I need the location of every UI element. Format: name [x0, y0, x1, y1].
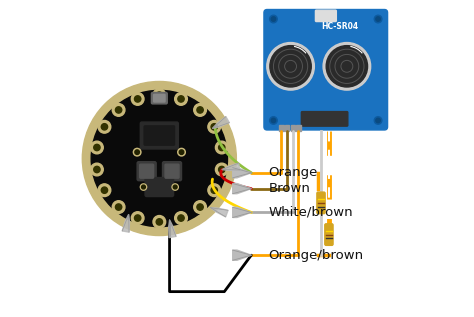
Circle shape: [133, 148, 141, 156]
Bar: [279, 125, 283, 131]
Circle shape: [112, 104, 125, 116]
Circle shape: [208, 184, 220, 197]
Circle shape: [98, 120, 111, 133]
Circle shape: [270, 46, 311, 87]
Circle shape: [101, 187, 108, 193]
Circle shape: [323, 42, 371, 90]
FancyBboxPatch shape: [151, 93, 167, 104]
Circle shape: [270, 15, 277, 23]
Text: White/brown: White/brown: [269, 206, 353, 219]
FancyBboxPatch shape: [154, 94, 165, 102]
Polygon shape: [233, 207, 251, 217]
FancyBboxPatch shape: [317, 192, 325, 214]
Circle shape: [197, 204, 203, 210]
FancyBboxPatch shape: [264, 10, 388, 130]
Circle shape: [267, 42, 314, 90]
Circle shape: [215, 141, 228, 154]
Circle shape: [172, 184, 178, 190]
Circle shape: [376, 17, 380, 21]
FancyBboxPatch shape: [145, 178, 173, 197]
Circle shape: [131, 212, 144, 224]
Circle shape: [116, 204, 122, 210]
Circle shape: [374, 117, 382, 124]
Circle shape: [135, 215, 141, 221]
FancyBboxPatch shape: [315, 10, 337, 22]
Polygon shape: [169, 220, 176, 238]
Circle shape: [153, 216, 166, 228]
Polygon shape: [233, 184, 251, 194]
Circle shape: [135, 150, 139, 154]
Circle shape: [208, 120, 220, 133]
Circle shape: [91, 90, 228, 227]
Polygon shape: [210, 208, 228, 217]
Text: HC-SR04: HC-SR04: [321, 22, 358, 31]
Circle shape: [91, 141, 103, 154]
Bar: [291, 125, 295, 131]
Circle shape: [112, 201, 125, 213]
FancyBboxPatch shape: [325, 224, 333, 245]
FancyBboxPatch shape: [140, 164, 154, 178]
Circle shape: [178, 148, 185, 156]
FancyBboxPatch shape: [163, 162, 182, 181]
Circle shape: [211, 124, 218, 130]
Circle shape: [101, 124, 108, 130]
FancyBboxPatch shape: [137, 162, 156, 181]
Circle shape: [219, 144, 225, 151]
Circle shape: [326, 46, 367, 87]
Polygon shape: [222, 163, 240, 171]
Circle shape: [215, 163, 228, 176]
Bar: [285, 125, 289, 131]
Text: Orange: Orange: [269, 166, 318, 179]
Text: Brown: Brown: [269, 182, 310, 195]
Circle shape: [156, 92, 163, 98]
Circle shape: [82, 81, 237, 236]
FancyBboxPatch shape: [165, 164, 179, 178]
Circle shape: [194, 201, 206, 213]
FancyBboxPatch shape: [140, 122, 178, 149]
Circle shape: [116, 107, 122, 113]
Circle shape: [271, 118, 276, 123]
Polygon shape: [212, 117, 229, 128]
Circle shape: [135, 96, 141, 102]
Circle shape: [173, 185, 177, 189]
Circle shape: [211, 187, 218, 193]
FancyBboxPatch shape: [301, 112, 348, 126]
Text: Orange/brown: Orange/brown: [269, 249, 364, 262]
Circle shape: [94, 144, 100, 151]
Circle shape: [179, 150, 184, 154]
Polygon shape: [233, 168, 251, 178]
Bar: [296, 125, 301, 131]
Circle shape: [271, 17, 276, 21]
Circle shape: [91, 163, 103, 176]
Circle shape: [194, 104, 206, 116]
Circle shape: [156, 219, 163, 225]
Circle shape: [178, 215, 184, 221]
Polygon shape: [233, 250, 251, 260]
Circle shape: [153, 89, 166, 101]
Circle shape: [197, 107, 203, 113]
Circle shape: [374, 15, 382, 23]
Circle shape: [270, 117, 277, 124]
Polygon shape: [122, 214, 129, 232]
Circle shape: [131, 93, 144, 105]
Circle shape: [175, 93, 187, 105]
Circle shape: [376, 118, 380, 123]
Circle shape: [140, 184, 146, 190]
FancyBboxPatch shape: [144, 126, 174, 145]
Circle shape: [98, 184, 111, 197]
Circle shape: [142, 185, 146, 189]
Circle shape: [178, 96, 184, 102]
Circle shape: [219, 166, 225, 173]
Circle shape: [94, 166, 100, 173]
Circle shape: [175, 212, 187, 224]
